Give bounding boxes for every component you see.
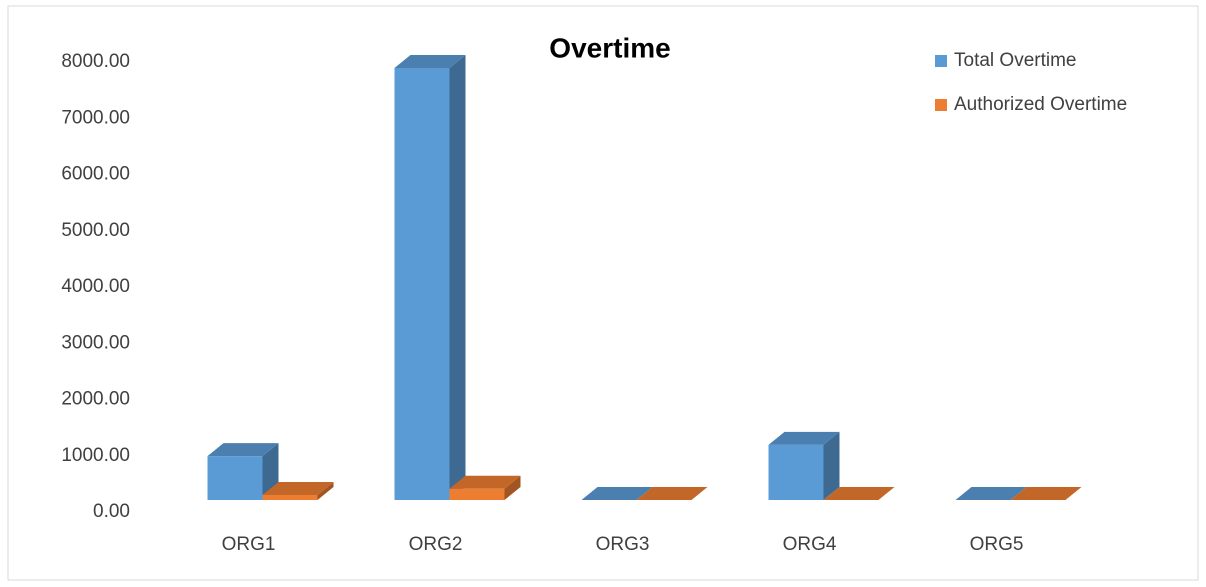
chart-border xyxy=(7,5,1199,581)
bar-top xyxy=(636,487,708,500)
bar xyxy=(768,444,824,500)
bar-top xyxy=(823,487,895,500)
y-tick-label: 5000.00 xyxy=(61,220,130,241)
legend-label: Total Overtime xyxy=(954,50,1076,71)
x-tick-label: ORG1 xyxy=(222,534,276,555)
bar xyxy=(207,456,263,500)
bar-top xyxy=(449,475,521,489)
x-tick-label: ORG2 xyxy=(409,534,463,555)
y-tick-label: 7000.00 xyxy=(61,107,130,128)
x-tick-label: ORG5 xyxy=(970,534,1024,555)
x-tick-label: ORG4 xyxy=(783,534,837,555)
bar xyxy=(262,494,318,500)
bar-top xyxy=(1010,487,1082,500)
bar xyxy=(449,488,505,500)
bar-top xyxy=(394,55,466,68)
bar-top xyxy=(262,481,334,495)
bar-side xyxy=(823,431,840,500)
chart-title: Overtime xyxy=(549,32,670,63)
y-tick-label: 6000.00 xyxy=(61,164,130,185)
y-tick-label: 3000.00 xyxy=(61,332,130,353)
bar-top xyxy=(581,487,653,500)
legend-swatch xyxy=(935,99,947,111)
x-tick-label: ORG3 xyxy=(596,534,650,555)
bar-top xyxy=(768,431,840,445)
y-tick-label: 1000.00 xyxy=(61,445,130,466)
y-tick-label: 0.00 xyxy=(93,501,130,522)
y-tick-label: 4000.00 xyxy=(61,276,130,297)
y-tick-label: 2000.00 xyxy=(61,389,130,410)
y-tick-label: 8000.00 xyxy=(61,51,130,72)
bar-top xyxy=(955,487,1027,500)
legend-label: Authorized Overtime xyxy=(954,94,1127,115)
bar-side xyxy=(449,55,466,500)
bar xyxy=(394,68,450,500)
bar-side xyxy=(317,481,334,500)
bar-top xyxy=(207,443,279,457)
bar-side xyxy=(504,475,521,500)
legend-swatch xyxy=(935,55,947,67)
